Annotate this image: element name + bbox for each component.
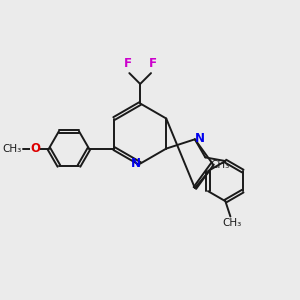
Text: CH₃: CH₃ — [211, 160, 230, 170]
Text: CH₃: CH₃ — [3, 144, 22, 154]
Text: O: O — [30, 142, 40, 155]
Text: F: F — [148, 57, 156, 70]
Text: N: N — [195, 132, 205, 145]
Text: N: N — [130, 157, 140, 169]
Text: CH₃: CH₃ — [222, 218, 242, 228]
Text: F: F — [124, 57, 132, 70]
